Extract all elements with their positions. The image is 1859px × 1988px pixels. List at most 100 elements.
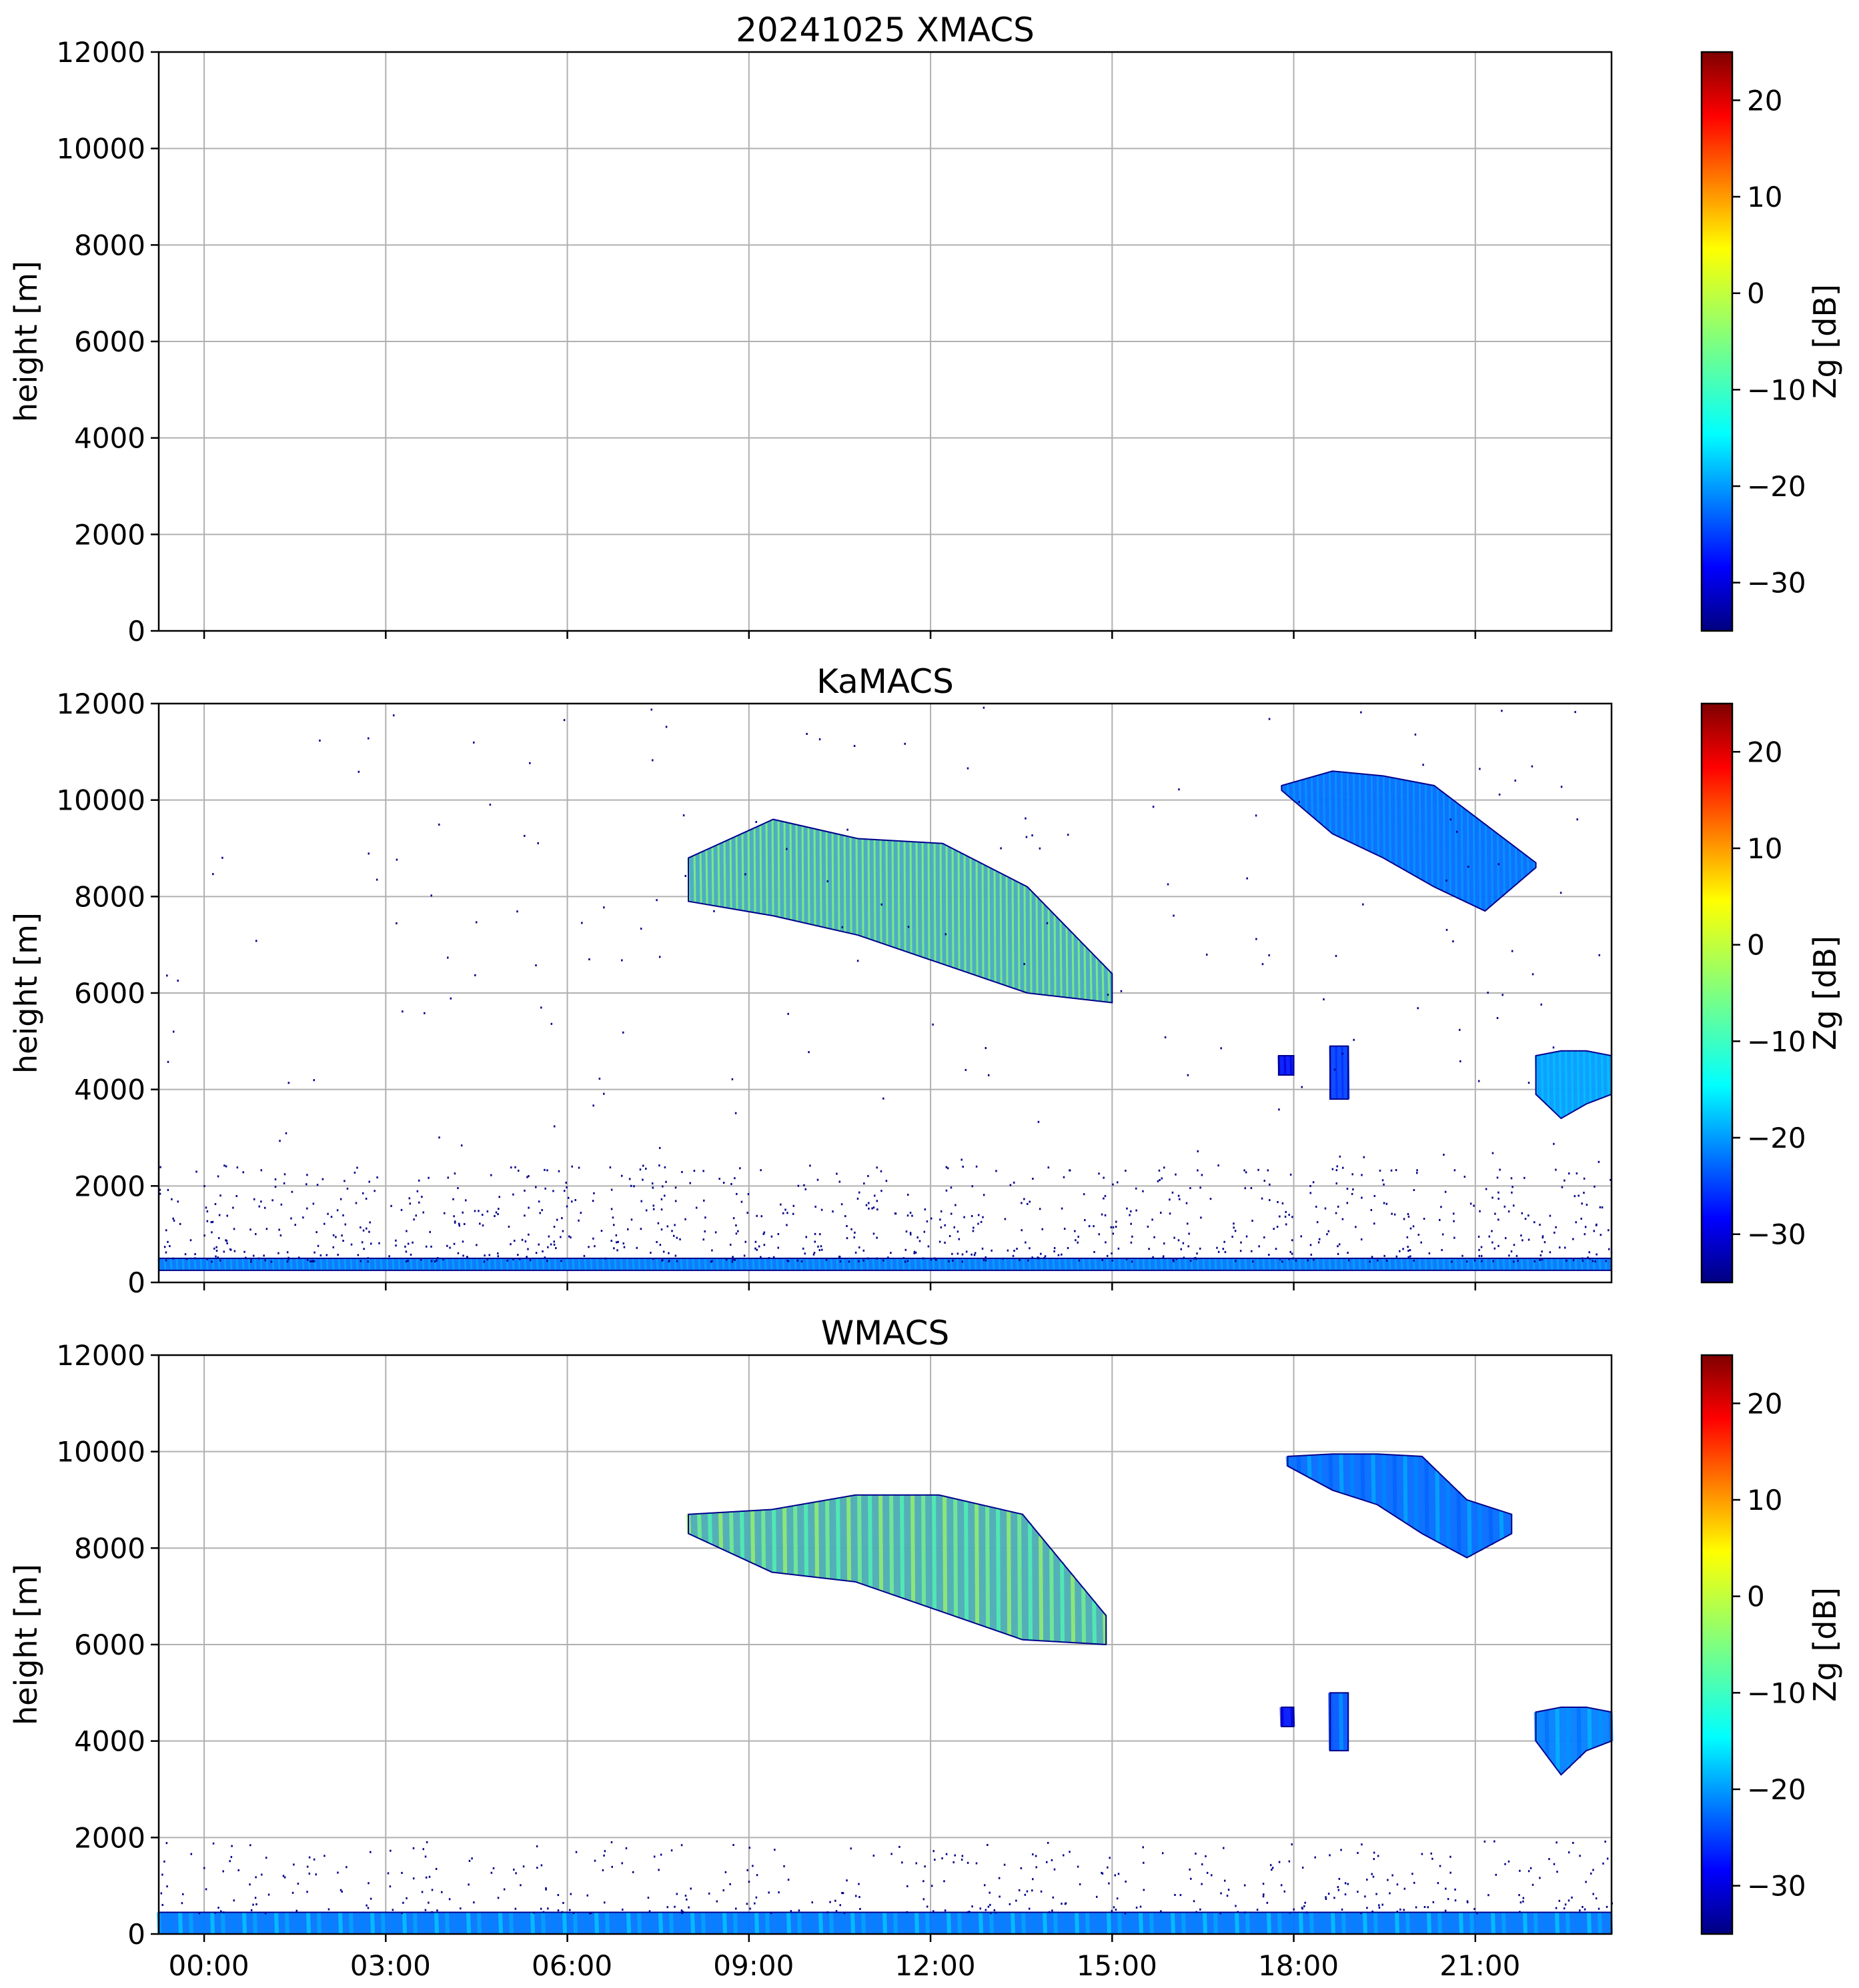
clutter-speck: [342, 1214, 344, 1216]
noise-speck: [1498, 793, 1501, 796]
noise-speck: [172, 1030, 175, 1033]
echo-streak: [759, 825, 762, 914]
clutter-speck: [1256, 1909, 1259, 1911]
clutter-speck: [746, 1212, 748, 1214]
clutter-speck: [1541, 1258, 1543, 1261]
clutter-speck: [1564, 1903, 1567, 1906]
clutter-speck: [211, 1260, 213, 1263]
clutter-speck: [1373, 1222, 1375, 1225]
clutter-speck: [898, 1845, 900, 1848]
clutter-speck: [1360, 1238, 1363, 1240]
echo-streak: [1508, 842, 1511, 890]
clutter-speck: [194, 1253, 196, 1256]
clutter-speck: [1268, 1254, 1270, 1256]
clutter-speck: [1088, 1225, 1091, 1228]
y-axis-title: height [m]: [8, 912, 44, 1074]
clutter-speck: [1352, 1188, 1354, 1190]
clutter-speck: [829, 1901, 831, 1903]
clutter-speck: [1126, 1207, 1128, 1210]
clutter-speck: [1196, 1252, 1198, 1255]
clutter-speck: [1318, 1238, 1321, 1240]
clutter-speck: [337, 1254, 339, 1256]
clutter-speck: [572, 1912, 575, 1915]
clutter-speck: [488, 1254, 491, 1256]
clutter-speck: [844, 1215, 846, 1218]
clutter-speck: [768, 1891, 770, 1894]
clutter-speck: [1541, 1235, 1544, 1238]
clutter-speck: [1399, 1250, 1401, 1252]
noise-speck: [1531, 973, 1534, 976]
echo-streak: [338, 1912, 343, 1935]
clutter-speck: [1195, 1911, 1197, 1913]
echo-streak: [771, 820, 774, 916]
noise-speck: [1452, 940, 1454, 943]
echo-streak: [1456, 1491, 1461, 1554]
clutter-speck: [627, 1228, 629, 1230]
clutter-speck: [297, 1883, 299, 1885]
clutter-speck: [555, 1247, 557, 1250]
clutter-speck: [904, 1260, 906, 1263]
clutter-speck: [926, 1220, 928, 1223]
clutter-speck: [1582, 1905, 1584, 1908]
clutter-speck: [716, 1900, 718, 1903]
echo-streak: [458, 1258, 461, 1270]
clutter-speck: [218, 1214, 221, 1216]
echo-streak: [536, 1258, 539, 1270]
echo-streak: [1430, 1258, 1433, 1270]
echo-streak: [476, 1258, 479, 1270]
clutter-speck: [198, 1912, 201, 1915]
clutter-speck: [1039, 1208, 1041, 1210]
noise-speck: [396, 922, 398, 924]
noise-speck: [1445, 879, 1447, 882]
echo-core-cirrus-band-morning: [688, 1495, 1107, 1645]
clutter-speck: [395, 1244, 397, 1247]
noise-speck: [787, 1012, 789, 1015]
echo-streak: [848, 1258, 851, 1270]
clutter-speck: [226, 1214, 228, 1217]
colorbar-tick-label: −20: [1747, 1773, 1806, 1806]
clutter-speck: [1341, 1908, 1343, 1911]
clutter-speck: [787, 1260, 790, 1262]
noise-speck: [932, 1023, 934, 1026]
noise-speck: [684, 874, 687, 877]
clutter-speck: [704, 1216, 706, 1219]
clutter-speck: [436, 1259, 438, 1262]
echo-streak: [910, 1495, 916, 1602]
clutter-speck: [1342, 1166, 1344, 1169]
clutter-speck: [458, 1222, 460, 1225]
clutter-speck: [324, 1222, 326, 1225]
echo-streak: [626, 1912, 631, 1935]
clutter-speck: [1051, 1859, 1053, 1861]
clutter-speck: [740, 1200, 743, 1203]
noise-speck: [907, 926, 910, 928]
clutter-speck: [688, 1906, 690, 1909]
clutter-speck: [340, 1889, 342, 1891]
clutter-speck: [217, 1175, 219, 1178]
clutter-speck: [205, 1888, 207, 1891]
clutter-speck: [314, 1251, 316, 1254]
y-tick-label: 12000: [56, 36, 145, 69]
echo-streak: [846, 1496, 852, 1581]
clutter-speck: [466, 1256, 468, 1258]
echo-streak: [446, 1258, 449, 1270]
clutter-speck: [490, 1871, 493, 1874]
clutter-speck: [578, 1219, 580, 1222]
noise-speck: [1339, 1155, 1341, 1158]
clutter-speck: [1564, 1179, 1566, 1182]
clutter-speck: [1223, 1879, 1226, 1882]
clutter-speck: [264, 1912, 267, 1915]
clutter-speck: [217, 1907, 219, 1909]
clutter-speck: [1517, 1260, 1519, 1262]
clutter-speck: [1527, 1214, 1529, 1217]
clutter-speck: [177, 1200, 179, 1203]
noise-speck: [1553, 1142, 1555, 1145]
clutter-speck: [1277, 1201, 1279, 1204]
clutter-speck: [1373, 1194, 1376, 1197]
clutter-speck: [1309, 1244, 1312, 1246]
echo-streak: [1454, 802, 1457, 898]
clutter-speck: [969, 1911, 971, 1913]
clutter-speck: [1420, 1241, 1422, 1244]
echo-streak: [1400, 779, 1403, 869]
clutter-speck: [1148, 1248, 1150, 1250]
